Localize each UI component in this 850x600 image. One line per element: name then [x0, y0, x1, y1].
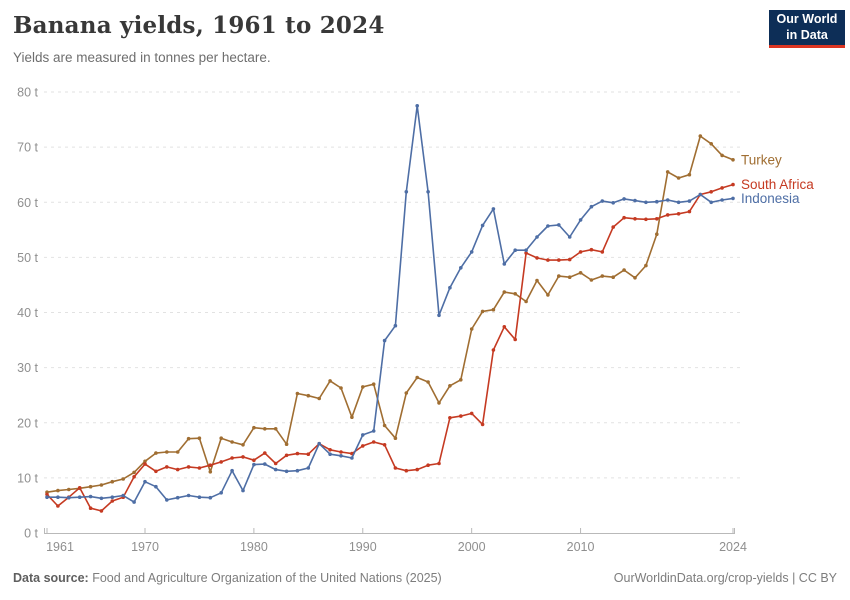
svg-text:60 t: 60 t [17, 196, 38, 210]
data-source-label: Data source: [13, 571, 89, 585]
owid-logo-line2: in Data [786, 27, 828, 42]
svg-text:Indonesia: Indonesia [741, 191, 800, 206]
svg-text:40 t: 40 t [17, 306, 38, 320]
svg-text:70 t: 70 t [17, 141, 38, 155]
svg-text:10 t: 10 t [17, 471, 38, 485]
chart-subtitle: Yields are measured in tonnes per hectar… [13, 50, 271, 65]
svg-text:0 t: 0 t [24, 527, 38, 541]
chart-footer: Data source: Food and Agriculture Organi… [13, 571, 837, 585]
data-source-text: Data source: Food and Agriculture Organi… [13, 571, 442, 585]
svg-text:80 t: 80 t [17, 86, 38, 100]
chart-title: Banana yields, 1961 to 2024 [13, 12, 385, 39]
owid-logo-line1: Our World [776, 11, 838, 26]
data-source-value: Food and Agriculture Organization of the… [88, 571, 442, 585]
svg-text:Turkey: Turkey [741, 152, 782, 167]
svg-text:2024: 2024 [719, 540, 747, 554]
svg-text:1980: 1980 [240, 540, 268, 554]
svg-text:1961: 1961 [46, 540, 74, 554]
svg-text:2010: 2010 [567, 540, 595, 554]
svg-text:1990: 1990 [349, 540, 377, 554]
svg-text:20 t: 20 t [17, 416, 38, 430]
footer-link[interactable]: OurWorldinData.org/crop-yields | CC BY [613, 571, 837, 585]
svg-text:2000: 2000 [458, 540, 486, 554]
svg-text:50 t: 50 t [17, 251, 38, 265]
svg-text:South Africa: South Africa [741, 177, 814, 192]
svg-text:30 t: 30 t [17, 361, 38, 375]
svg-text:1970: 1970 [131, 540, 159, 554]
owid-logo: Our World in Data [769, 10, 845, 48]
